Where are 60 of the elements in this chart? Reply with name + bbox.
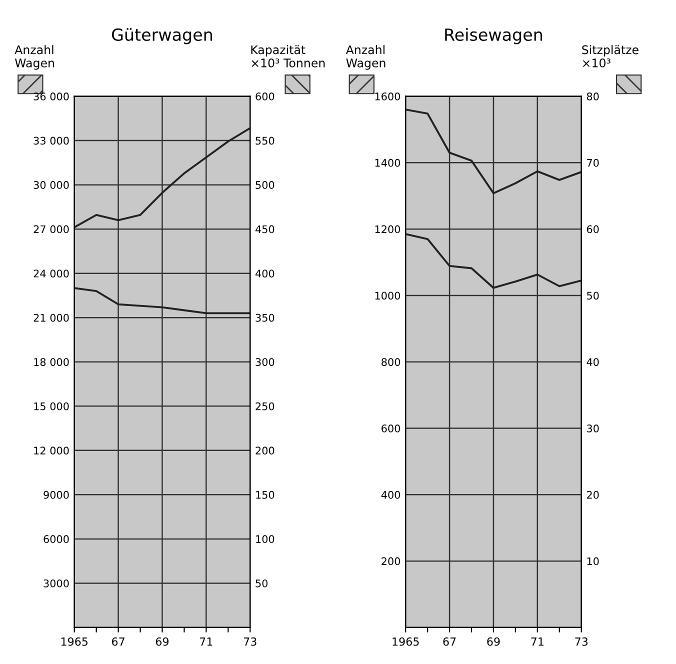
y-tick-label: 400 <box>381 490 400 499</box>
y2-tick-label: 500 <box>256 181 274 189</box>
y-tick-label: 200 <box>382 557 400 566</box>
x-tick-label: 69 <box>487 637 500 646</box>
x-tick-label: 71 <box>531 638 544 646</box>
y-tick-label: 6000 <box>44 535 69 544</box>
y-tick-label: 18 000 <box>34 358 69 366</box>
x-tick-label: 67 <box>112 637 124 646</box>
y-tick-label: 1200 <box>375 225 400 234</box>
line-series <box>406 233 582 289</box>
line-series <box>406 108 582 194</box>
y2-axis-title: Sitzplätze ×10³ <box>582 45 638 68</box>
y2-tick-label: 20 <box>586 490 599 499</box>
y-axis-title: Anzahl Wagen <box>346 45 386 70</box>
x-tick-label: 73 <box>244 637 256 646</box>
y2-tick-label: 100 <box>256 535 274 544</box>
y-tick-label: 27 000 <box>34 225 69 234</box>
chart-title: Güterwagen <box>112 28 212 44</box>
y-tick-label: 1600 <box>375 92 400 100</box>
y-tick-label: 36 000 <box>34 92 69 100</box>
y2-tick-label: 70 <box>587 158 599 167</box>
y-tick-label: 15 000 <box>34 402 69 410</box>
y-tick-label: 800 <box>382 358 400 366</box>
y2-tick-label: 250 <box>256 402 274 410</box>
y2-tick-label: 60 <box>586 225 599 234</box>
y2-tick-label: 150 <box>256 490 274 499</box>
y2-tick-label: 200 <box>256 446 274 455</box>
y-tick-label: 3000 <box>44 579 69 588</box>
y2-tick-label: 50 <box>256 579 268 588</box>
y-tick-label: 21 000 <box>34 314 69 322</box>
y2-tick-label: 600 <box>256 92 274 100</box>
y-tick-label: 1400 <box>375 158 400 167</box>
y-tick-label: 33 000 <box>34 136 69 145</box>
y-axis-title: Anzahl Wagen <box>14 45 54 70</box>
line-series <box>74 287 250 314</box>
chart-title: Reisewagen <box>445 28 542 44</box>
line-series <box>74 127 250 228</box>
x-tick-label: 1965 <box>61 637 88 646</box>
y2-tick-label: 350 <box>256 314 274 322</box>
y2-tick-label: 30 <box>587 424 599 432</box>
y-tick-label: 30 000 <box>34 181 69 189</box>
x-tick-label: 67 <box>443 637 456 646</box>
x-tick-label: 71 <box>200 638 212 646</box>
y2-tick-label: 50 <box>587 292 599 300</box>
y2-tick-label: 10 <box>587 557 599 566</box>
y2-tick-label: 300 <box>256 358 274 366</box>
y-tick-label: 9000 <box>44 490 69 499</box>
y-tick-label: 24 000 <box>34 270 69 278</box>
x-tick-label: 69 <box>156 637 169 646</box>
y2-tick-label: 450 <box>255 225 274 234</box>
x-tick-label: 73 <box>575 637 588 646</box>
y2-tick-label: 400 <box>255 270 274 278</box>
y2-tick-label: 80 <box>586 92 599 100</box>
x-tick-label: 1965 <box>392 637 419 646</box>
y-tick-label: 1000 <box>375 292 400 300</box>
y2-tick-label: 40 <box>586 358 599 366</box>
y-tick-label: 12 000 <box>34 446 69 455</box>
y2-axis-title: Kapazität ×10³ Tonnen <box>251 45 325 68</box>
y2-tick-label: 550 <box>256 136 274 145</box>
y-tick-label: 600 <box>382 424 400 432</box>
